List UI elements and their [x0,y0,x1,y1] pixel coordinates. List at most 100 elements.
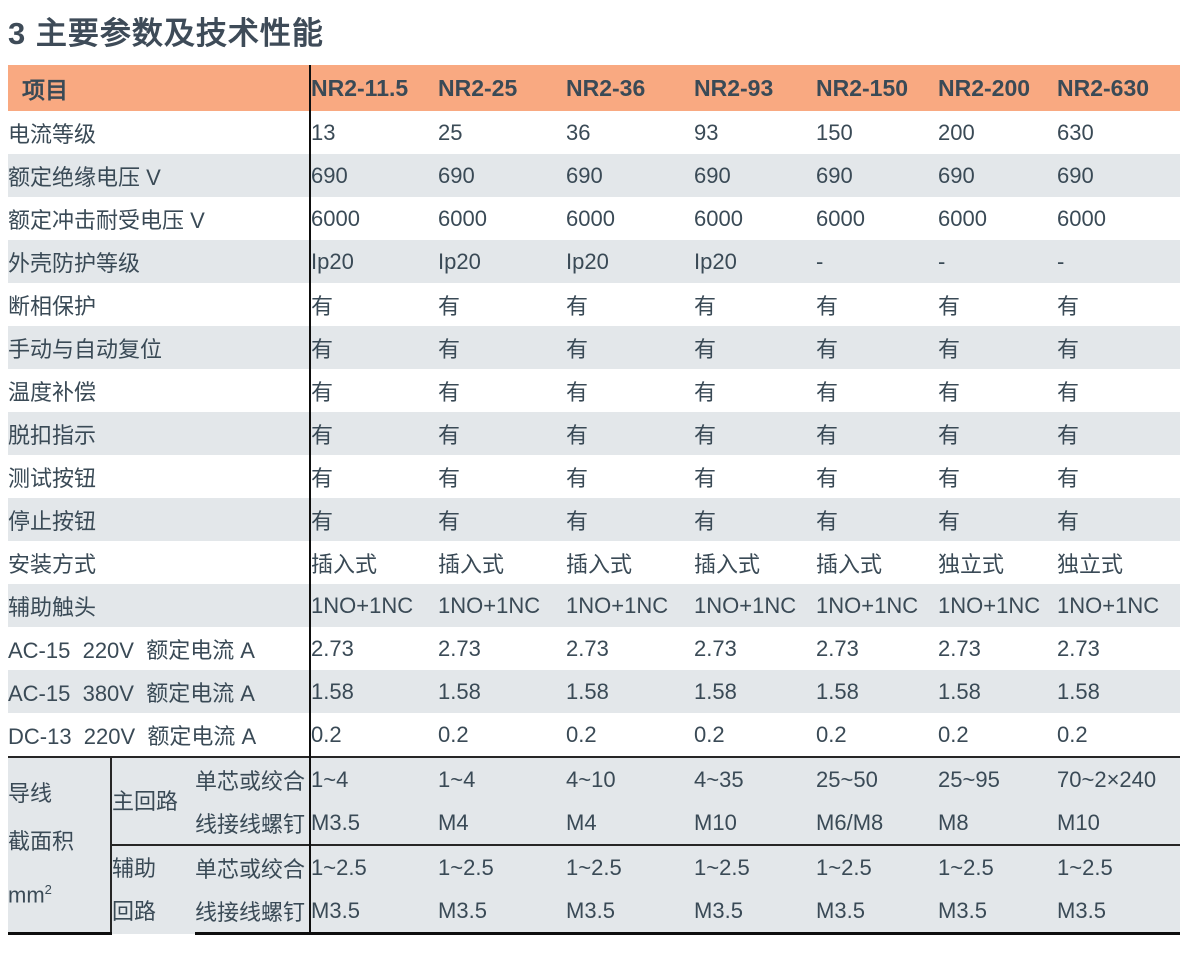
cell-value: 有 [1057,498,1181,541]
cell-value: 有 [438,379,461,405]
cell-value: 有 [816,379,839,405]
table-row: 手动与自动复位有有有有有有有 [8,326,1181,369]
wire-type-label: 单芯或绞合 [195,844,311,889]
wire-subgroup-label: 主回路 [110,756,195,845]
cell-value: 插入式 [438,551,505,577]
wire-row: 辅助 回路 单芯或绞合 1~2.5 1~2.5 1~2.5 1~2.5 1~2.5 1~2.5 1… [8,844,1181,934]
cell-value: Ip20 [438,240,567,283]
cell-value: 1~2.5 [938,844,1058,889]
cell-value: 插入式 [309,541,439,584]
cell-value: 有 [816,326,939,369]
cell-value: 有 [438,498,567,541]
wire-subgroup-label-line: 辅助 [112,855,157,881]
cell-value: 0.2 [438,721,469,747]
cell-value: M10 [694,801,817,845]
column-header-model: NR2-150 [816,65,939,111]
cell-value: M3.5 [816,889,939,935]
table-row: DC-13 220V 额定电流 A 0.2 0.2 0.2 0.2 0.2 0.2 0.2 [8,713,1180,757]
cell-value: 有 [1057,465,1080,491]
row-label: 外壳防护等级 [8,240,311,283]
cell-value: 0.2 [566,721,597,747]
row-label: 断相保护 [8,293,97,319]
spec-table: 项目 NR2-11.5 NR2-25 NR2-36 NR2-93 NR2-150 NR2-2… [8,65,1181,935]
cell-value: M3.5 [694,889,817,935]
cell-value: Ip20 [309,240,439,283]
wire-type-label: 线接线螺钉 [195,889,311,935]
cell-value: 有 [566,379,589,405]
cell-value: 有 [566,293,589,319]
cell-value: 2.73 [694,635,737,661]
table-header-row: 项目 NR2-11.5 NR2-25 NR2-36 NR2-93 NR2-150 NR2-2… [8,65,1181,111]
cell-value: 有 [938,379,961,405]
cell-value: 有 [1057,379,1080,405]
cell-value: 6000 [1057,205,1106,231]
table-row: 额定冲击耐受电压 V 6000 6000 6000 6000 6000 6000 6000 [8,197,1180,240]
cell-value: M3.5 [938,889,1058,935]
cell-value: 690 [1057,154,1181,197]
column-header-model: NR2-630 [1057,65,1181,111]
cell-value: Ip20 [566,240,695,283]
cell-value: 有 [438,293,461,319]
cell-value: 1~2.5 [438,844,567,889]
row-label: 安装方式 [8,551,97,577]
row-label: 电流等级 [8,121,97,147]
cell-value: 690 [938,154,1058,197]
row-label: AC-15 380V 额定电流 A [8,670,311,713]
cell-value: 有 [938,465,961,491]
cell-value: M3.5 [309,801,439,845]
cell-value: - [1057,240,1181,283]
cell-value: 有 [309,455,439,498]
cell-value: 690 [694,154,817,197]
table-row: 额定绝缘电压 V 690 690 690 690 690 690 690 [8,154,1181,197]
cell-value: M8 [938,801,1058,845]
cell-value: 插入式 [816,551,883,577]
cell-value: 有 [694,465,717,491]
cell-value: 6000 [694,205,743,231]
cell-value: 4~35 [694,756,817,801]
cell-value: 1NO+1NC [438,584,567,627]
row-label: 额定绝缘电压 V [8,154,311,197]
cell-value: 6000 [438,205,487,231]
cell-value: 有 [309,283,439,326]
cell-value: 1.58 [566,670,695,713]
cell-value: 有 [694,412,817,455]
cell-value: 0.2 [309,713,439,757]
wire-row: 导线 截面积 mm2 主回路 单芯或绞合 1~4 1~4 4~10 4~35 25~50 25~95… [8,756,1181,935]
table-row: 温度补偿有有有有有有有 [8,369,1180,412]
wire-subgroup-label: 辅助 回路 [110,844,195,934]
cell-value: 1.58 [1057,670,1181,713]
cell-value: M3.5 [1057,889,1181,935]
cell-value: 2.73 [1057,635,1100,661]
table-row: AC-15 380V 额定电流 A 1.58 1.58 1.58 1.58 1.58 1.5… [8,670,1181,713]
cell-value: 4~10 [566,756,695,801]
cell-value: 有 [438,412,567,455]
cell-value: 2.73 [938,635,981,661]
cell-value: 有 [816,498,939,541]
table-row: 停止按钮有有有有有有有 [8,498,1181,541]
cell-value: 0.2 [694,721,725,747]
cell-value: 6000 [566,205,615,231]
column-header-model: NR2-11.5 [309,65,439,111]
cell-value: 有 [938,498,1058,541]
row-label: 手动与自动复位 [8,326,311,369]
cell-value: M3.5 [438,889,567,935]
column-header-model: NR2-25 [438,65,567,111]
cell-value: 2.73 [309,627,439,670]
cell-value: 1NO+1NC [816,584,939,627]
cell-value: 630 [1057,119,1094,145]
cell-value: 1NO+1NC [566,584,695,627]
cell-value: - [938,240,1058,283]
row-label: 额定冲击耐受电压 V [8,207,205,233]
wire-group-label-line: 截面积 [8,829,75,855]
wire-subgroup-label-line: 主回路 [112,788,179,814]
table-row: 电流等级 13 25 36 93 150 200 630 [8,111,1180,154]
wire-row: 线接线螺钉 M3.5 M3.5 M3.5 M3.5 M3.5 M3.5 M3.5 [8,889,1181,935]
wire-row: 线接线螺钉 M3.5 M4 M4 M10 M6/M8 M8 M10 [8,801,1181,845]
cell-value: 有 [816,465,839,491]
cell-value: 有 [1057,326,1181,369]
cell-value: 1~4 [438,756,567,801]
row-label: 测试按钮 [8,465,97,491]
cell-value: 有 [1057,293,1080,319]
cell-value: 36 [566,119,591,145]
superscript: 2 [44,882,52,898]
